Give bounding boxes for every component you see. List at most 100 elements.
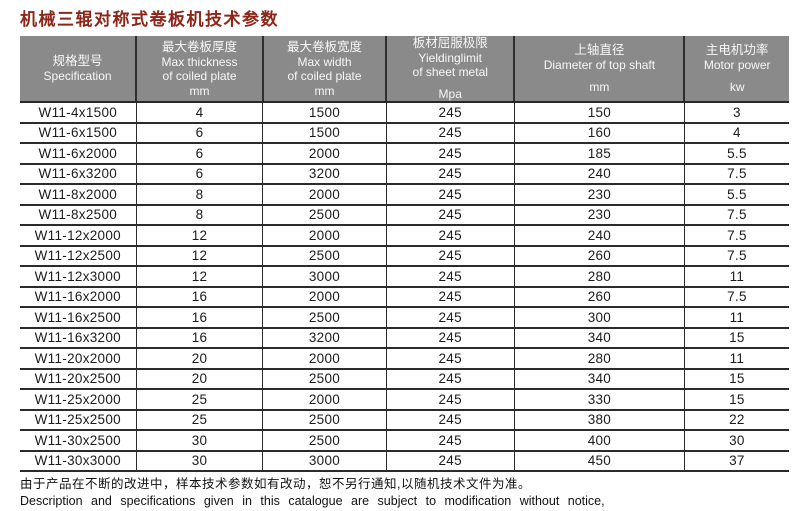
cell-max-thickness: 20 (136, 348, 264, 370)
cell-motor-power: 5.5 (684, 143, 789, 165)
cell-yield-limit: 245 (386, 143, 515, 165)
cell-shaft-diameter: 300 (514, 307, 685, 329)
cell-yield-limit: 245 (386, 122, 515, 144)
cell-spec: W11-12x2000 (20, 225, 137, 247)
table-row: W11-16x2000 16 2000 245 260 7.5 (20, 286, 789, 308)
column-header-motor-power: 主电机功率 Motor power kw (684, 36, 789, 103)
cell-max-thickness: 12 (136, 245, 264, 267)
column-header-spec: 规格型号 Specification (20, 36, 138, 103)
cell-motor-power: 15 (684, 389, 789, 411)
cell-shaft-diameter: 340 (514, 327, 685, 349)
header-row: 规格型号 Specification 最大卷板厚度 Max thickness of c… (20, 36, 789, 103)
cell-yield-limit: 245 (386, 348, 515, 370)
cell-motor-power: 15 (684, 368, 789, 390)
cell-shaft-diameter: 230 (514, 204, 685, 226)
cell-max-thickness: 4 (136, 102, 264, 124)
cell-spec: W11-16x2000 (20, 286, 137, 308)
cell-motor-power: 37 (684, 450, 789, 472)
table-row: W11-20x2000 20 2000 245 280 11 (20, 348, 789, 370)
cell-max-thickness: 16 (136, 307, 264, 329)
cell-max-width: 2000 (262, 143, 387, 165)
cell-motor-power: 11 (684, 307, 789, 329)
cell-motor-power: 4 (684, 122, 789, 144)
table-header: 规格型号 Specification 最大卷板厚度 Max thickness of c… (20, 36, 789, 103)
cell-max-width: 2000 (262, 184, 387, 206)
column-header-unit-label: kw (729, 80, 745, 94)
cell-max-width: 1500 (262, 122, 387, 144)
table-row: W11-6x1500 6 1500 245 160 4 (20, 122, 789, 144)
cell-max-width: 2500 (262, 204, 387, 226)
cell-yield-limit: 245 (386, 409, 515, 431)
cell-spec: W11-30x3000 (20, 450, 137, 472)
cell-max-thickness: 6 (136, 163, 264, 185)
cell-yield-limit: 245 (386, 102, 515, 124)
cell-motor-power: 7.5 (684, 204, 789, 226)
cell-yield-limit: 245 (386, 204, 515, 226)
cell-max-width: 3000 (262, 450, 387, 472)
cell-max-width: 2500 (262, 307, 387, 329)
cell-motor-power: 3 (684, 102, 789, 124)
cell-max-thickness: 25 (136, 389, 264, 411)
column-header-en-label: Max thickness (161, 54, 238, 69)
cell-spec: W11-30x2500 (20, 430, 137, 452)
cell-motor-power: 15 (684, 327, 789, 349)
cell-shaft-diameter: 230 (514, 184, 685, 206)
table-row: W11-12x3000 12 3000 245 280 11 (20, 266, 789, 288)
cell-spec: W11-12x2500 (20, 245, 137, 267)
cell-yield-limit: 245 (386, 327, 515, 349)
table-row: W11-8x2500 8 2500 245 230 7.5 (20, 204, 789, 226)
spec-table: 规格型号 Specification 最大卷板厚度 Max thickness of c… (20, 36, 789, 472)
column-header-en-label: Motor power (703, 58, 771, 72)
column-header-zh-label: 最大卷板宽度 (286, 39, 362, 54)
cell-motor-power: 5.5 (684, 184, 789, 206)
cell-yield-limit: 245 (386, 389, 515, 411)
table-row: W11-25x2000 25 2000 245 330 15 (20, 389, 789, 411)
column-header-unit-label: mm (314, 83, 335, 98)
cell-max-thickness: 6 (136, 122, 264, 144)
cell-shaft-diameter: 280 (514, 266, 685, 288)
table-row: W11-8x2000 8 2000 245 230 5.5 (20, 184, 789, 206)
footer-note: 由于产品在不断的改进中，样本技术参数如有改动，恕不另行通知,以随机技术文件为准。… (20, 476, 788, 510)
cell-yield-limit: 245 (386, 430, 515, 452)
column-header-unit-label: mm (589, 80, 610, 94)
cell-max-thickness: 6 (136, 143, 264, 165)
column-header-unit-label: mm (189, 83, 210, 98)
cell-max-thickness: 16 (136, 286, 264, 308)
cell-shaft-diameter: 260 (514, 245, 685, 267)
cell-yield-limit: 245 (386, 163, 515, 185)
column-header-shaft-diameter: 上轴直径 Diameter of top shaft mm (514, 36, 686, 103)
cell-yield-limit: 245 (386, 450, 515, 472)
cell-max-width: 2500 (262, 368, 387, 390)
cell-max-thickness: 25 (136, 409, 264, 431)
cell-shaft-diameter: 340 (514, 368, 685, 390)
column-header-zh-label: 主电机功率 (705, 43, 769, 57)
cell-spec: W11-4x1500 (20, 102, 137, 124)
column-header-unit-label: Mpa (438, 87, 462, 101)
cell-spec: W11-12x3000 (20, 266, 137, 288)
cell-motor-power: 7.5 (684, 163, 789, 185)
table-row: W11-16x2500 16 2500 245 300 11 (20, 307, 789, 329)
cell-spec: W11-6x3200 (20, 163, 137, 185)
table-row: W11-12x2000 12 2000 245 240 7.5 (20, 225, 789, 247)
cell-spec: W11-16x2500 (20, 307, 137, 329)
cell-yield-limit: 245 (386, 225, 515, 247)
cell-max-width: 2500 (262, 409, 387, 431)
cell-max-thickness: 12 (136, 225, 264, 247)
cell-max-width: 2000 (262, 389, 387, 411)
cell-yield-limit: 245 (386, 184, 515, 206)
cell-max-thickness: 30 (136, 450, 264, 472)
cell-spec: W11-8x2500 (20, 204, 137, 226)
cell-max-width: 3200 (262, 327, 387, 349)
cell-shaft-diameter: 260 (514, 286, 685, 308)
cell-spec: W11-20x2500 (20, 368, 137, 390)
cell-shaft-diameter: 160 (514, 122, 685, 144)
column-header-en-label: Specification (43, 69, 112, 83)
table-row: W11-30x2500 30 2500 245 400 30 (20, 430, 789, 452)
cell-motor-power: 7.5 (684, 245, 789, 267)
column-header-en-label: Diameter of top shaft (543, 58, 656, 72)
cell-shaft-diameter: 280 (514, 348, 685, 370)
column-header-max-thickness: 最大卷板厚度 Max thickness of coiled plate mm (136, 36, 264, 103)
cell-max-width: 1500 (262, 102, 387, 124)
table-row: W11-25x2500 25 2500 245 380 22 (20, 409, 789, 431)
cell-shaft-diameter: 400 (514, 430, 685, 452)
